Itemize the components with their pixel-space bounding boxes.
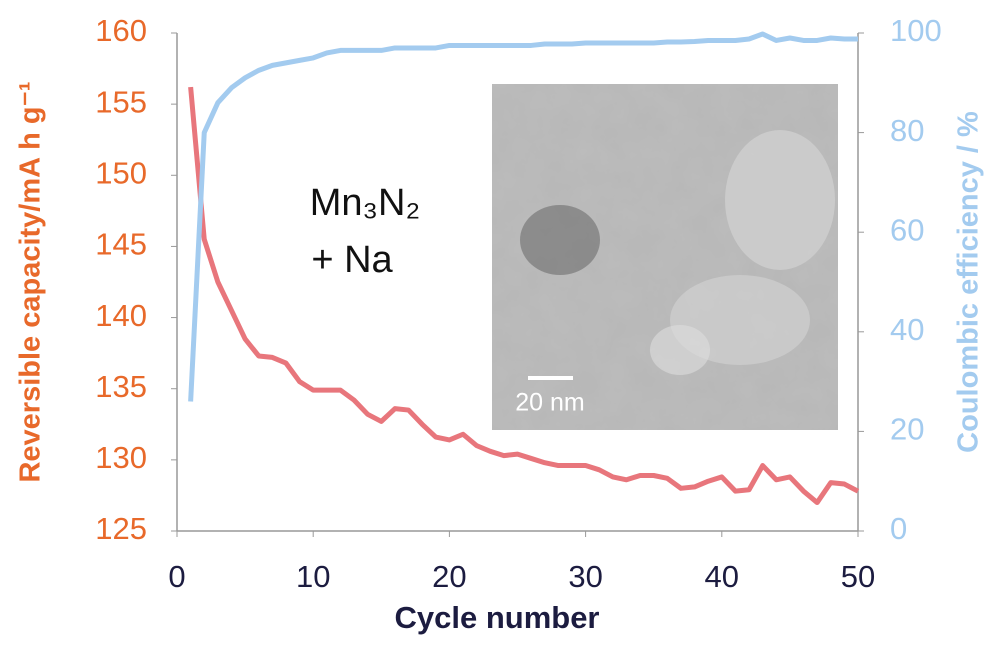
y2-tick-label: 100 — [890, 13, 942, 48]
y-tick-label: 150 — [95, 155, 147, 190]
x-tick-label: 20 — [432, 559, 466, 594]
data-line — [188, 86, 860, 506]
x-tick-label: 40 — [705, 559, 739, 594]
y-tick-label: 125 — [95, 511, 147, 546]
y2-tick-label: 60 — [890, 212, 924, 247]
y-tick-label: 160 — [95, 13, 147, 48]
tem-inset — [492, 84, 838, 430]
y-tick-label: 155 — [95, 84, 147, 119]
y-tick-label: 145 — [95, 227, 147, 262]
x-tick-label: 30 — [568, 559, 602, 594]
y-tick-label: 130 — [95, 440, 147, 475]
x-tick-label: 50 — [841, 559, 875, 594]
scale-label: 20 nm — [515, 389, 584, 417]
data-line — [188, 31, 858, 402]
annotation: Mn₃N₂ — [310, 182, 420, 224]
y-tick-label: 140 — [95, 298, 147, 333]
x-tick-label: 0 — [168, 559, 185, 594]
y2-tick-label: 80 — [890, 113, 924, 148]
x-axis-label: Cycle number — [394, 600, 599, 635]
x-tick-label: 10 — [296, 559, 330, 594]
y2-tick-label: 0 — [890, 511, 907, 546]
y-tick-label: 135 — [95, 369, 147, 404]
y2-tick-label: 40 — [890, 312, 924, 347]
y2-axis-label: Coulombic efficiency / % — [953, 111, 985, 453]
annotation: + Na — [311, 239, 393, 281]
y2-tick-label: 20 — [890, 412, 924, 447]
y-axis-label: Reversible capacity/mA h g⁻¹ — [15, 81, 47, 482]
